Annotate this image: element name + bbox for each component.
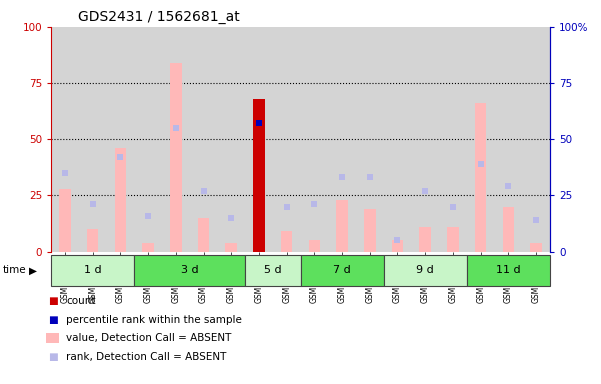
Bar — [383, 27, 411, 252]
Bar — [190, 27, 218, 252]
Text: 7 d: 7 d — [333, 265, 351, 275]
Bar — [253, 99, 265, 252]
Bar — [51, 27, 79, 252]
Bar — [495, 27, 522, 252]
Text: 9 d: 9 d — [416, 265, 434, 275]
Bar — [134, 255, 245, 286]
Text: value, Detection Call = ABSENT: value, Detection Call = ABSENT — [66, 333, 231, 343]
Text: 1 d: 1 d — [84, 265, 102, 275]
Bar — [411, 27, 439, 252]
Bar — [467, 27, 495, 252]
Bar — [59, 189, 71, 252]
Bar — [300, 27, 328, 252]
Bar — [356, 27, 383, 252]
Bar — [328, 27, 356, 252]
Bar — [225, 243, 237, 252]
Bar — [392, 240, 403, 252]
Bar — [364, 209, 376, 252]
Bar — [281, 231, 293, 252]
Bar — [51, 255, 134, 286]
Bar — [134, 27, 162, 252]
Text: ■: ■ — [48, 315, 58, 325]
Bar — [439, 27, 467, 252]
Text: 3 d: 3 d — [181, 265, 198, 275]
Bar — [419, 227, 431, 252]
Text: time: time — [3, 265, 26, 275]
Text: ▶: ▶ — [29, 265, 37, 275]
Bar — [273, 27, 300, 252]
Bar — [502, 207, 514, 252]
Bar — [447, 227, 459, 252]
Text: rank, Detection Call = ABSENT: rank, Detection Call = ABSENT — [66, 352, 227, 362]
Bar — [475, 103, 486, 252]
Bar — [87, 229, 99, 252]
Text: percentile rank within the sample: percentile rank within the sample — [66, 315, 242, 325]
Bar — [522, 27, 550, 252]
Text: count: count — [66, 296, 96, 306]
Bar — [308, 240, 320, 252]
Bar — [162, 27, 190, 252]
Bar — [467, 255, 550, 286]
Bar — [79, 27, 106, 252]
Text: 5 d: 5 d — [264, 265, 282, 275]
Bar — [142, 243, 154, 252]
Bar — [170, 63, 182, 252]
Bar — [383, 255, 467, 286]
Bar — [218, 27, 245, 252]
Bar — [198, 218, 209, 252]
Text: GDS2431 / 1562681_at: GDS2431 / 1562681_at — [78, 10, 240, 23]
Bar — [245, 255, 300, 286]
Bar — [530, 243, 542, 252]
Text: ■: ■ — [48, 296, 58, 306]
Text: ■: ■ — [48, 352, 58, 362]
Bar — [336, 200, 348, 252]
Bar — [300, 255, 383, 286]
Text: 11 d: 11 d — [496, 265, 520, 275]
Bar — [106, 27, 134, 252]
Bar — [115, 148, 126, 252]
Bar — [245, 27, 273, 252]
